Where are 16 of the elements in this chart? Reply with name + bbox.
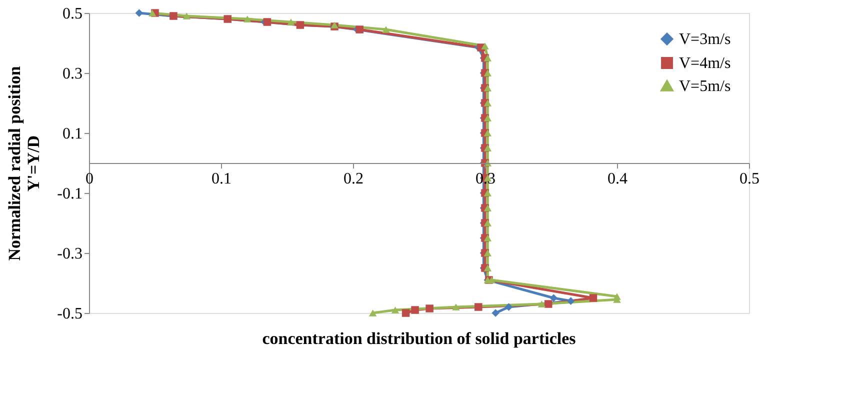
y-axis-title: Normalized radial position Y'=Y/D	[5, 66, 44, 261]
x-tick-label: 0.2	[344, 170, 364, 188]
x-tick-label: 0.1	[212, 170, 232, 188]
x-axis-title: concentration distribution of solid particles	[262, 329, 576, 348]
legend-label: V=3m/s	[679, 31, 731, 48]
y-tick-label: -0.5	[57, 306, 82, 322]
legend-label: V=5m/s	[679, 78, 731, 95]
x-tick-label: 0	[86, 170, 94, 188]
x-tick-label: 0.5	[740, 170, 760, 188]
y-tick-label: 0.1	[62, 126, 82, 142]
y-tick-label: 0.5	[62, 6, 82, 22]
x-tick-label: 0.4	[608, 170, 628, 188]
y-tick-label: -0.3	[57, 246, 82, 262]
legend-label: V=4m/s	[679, 55, 731, 72]
y-tick-label: -0.1	[57, 186, 82, 202]
y-tick-label: 0.3	[62, 66, 82, 82]
